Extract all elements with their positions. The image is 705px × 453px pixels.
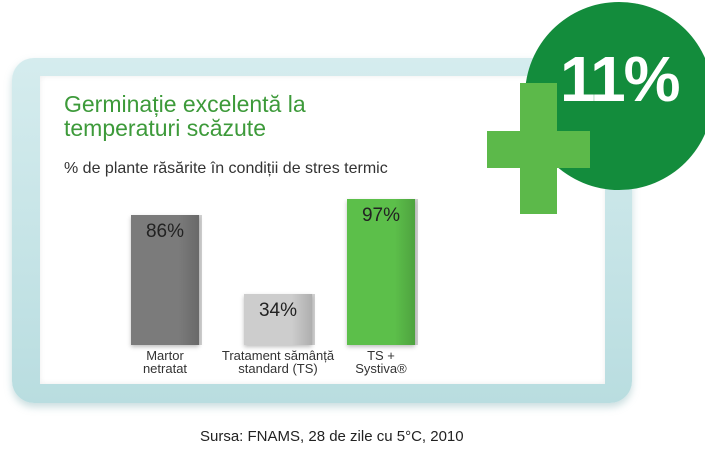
- category-label: Martor netratat: [142, 348, 188, 376]
- value-label: 34%: [258, 299, 298, 321]
- value-label: 97%: [361, 204, 401, 226]
- badge-text: 11%: [560, 43, 681, 115]
- category-label: TS + Systiva®: [355, 348, 407, 376]
- plus-horizontal: [487, 131, 590, 168]
- bar: [244, 293, 312, 345]
- bar: [347, 198, 415, 345]
- bar: [131, 215, 199, 345]
- source-note: Sursa: FNAMS, 28 de zile cu 5°C, 2010: [200, 428, 464, 445]
- value-label: 86%: [145, 221, 185, 243]
- chart-subtitle: % de plante răsărite în condiții de stre…: [64, 160, 388, 177]
- chart-title: Germinație excelentă la temperaturi scăz…: [64, 91, 306, 141]
- category-label: Tratament sămânță standard (TS): [221, 348, 335, 376]
